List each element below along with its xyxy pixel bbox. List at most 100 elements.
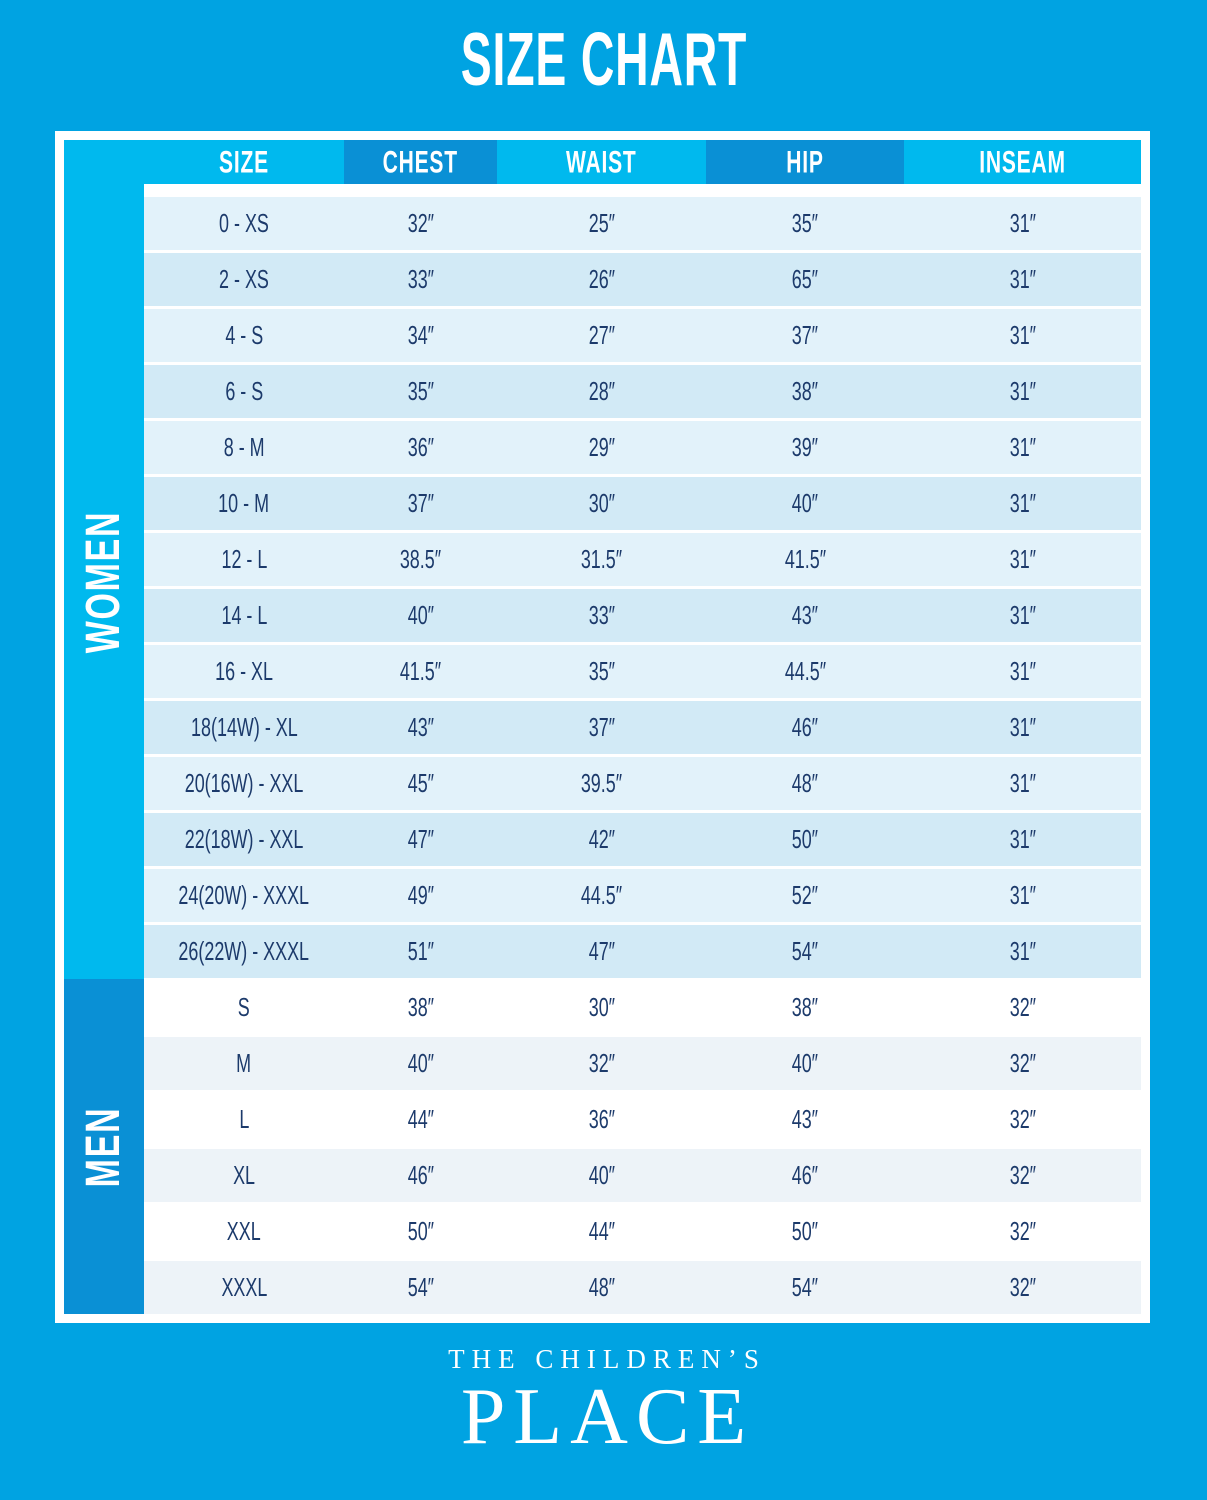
cell-text: 4 - S (225, 320, 263, 350)
cell-waist: 26″ (497, 253, 706, 306)
cell-text: 8 - M (223, 432, 265, 462)
cell-waist: 47″ (497, 925, 706, 978)
header-size-label: SIZE (219, 144, 269, 179)
table-row: 26(22W) - XXXL 51″ 47″ 54″ 31″ (144, 925, 1141, 978)
cell-size: 0 - XS (144, 197, 344, 250)
cell-text: 50″ (407, 1216, 434, 1246)
size-chart-inner: WOMEN MEN SIZE CHEST WAIST HIP INSEAM (64, 140, 1141, 1314)
cell-text: 49″ (407, 880, 434, 910)
table-row: 12 - L 38.5″ 31.5″ 41.5″ 31″ (144, 533, 1141, 586)
cell-text: 31″ (1009, 376, 1036, 406)
cell-text: 32″ (407, 208, 434, 238)
cell-text: 31″ (1009, 824, 1036, 854)
table-row: S 38″ 30″ 38″ 32″ (144, 981, 1141, 1034)
table-row: 14 - L 40″ 33″ 43″ 31″ (144, 589, 1141, 642)
cell-text: 25″ (588, 208, 615, 238)
cell-size: M (144, 1037, 344, 1090)
cell-text: 52″ (791, 880, 819, 910)
cell-text: 50″ (791, 1216, 819, 1246)
cell-text: 32″ (1009, 1216, 1036, 1246)
cell-text: 26(22W) - XXXL (178, 936, 310, 966)
cell-text: 12 - L (221, 544, 267, 574)
header-inseam: INSEAM (904, 140, 1141, 184)
table-header: SIZE CHEST WAIST HIP INSEAM (144, 140, 1141, 184)
cell-hip: 46″ (706, 1149, 904, 1202)
cell-waist: 28″ (497, 365, 706, 418)
cell-text: 28″ (588, 376, 615, 406)
cell-text: 30″ (588, 992, 615, 1022)
table-body: 0 - XS 32″ 25″ 35″ 31″ 2 - XS 33″ 26″ 65″ 31″ 4 - … (144, 197, 1141, 1314)
brand-name-main: PLACE (460, 1373, 755, 1461)
cell-waist: 48″ (497, 1261, 706, 1314)
cell-text: 37″ (588, 712, 615, 742)
cell-chest: 32″ (344, 197, 497, 250)
cell-text: 44″ (588, 1216, 615, 1246)
header-waist-label: WAIST (566, 144, 637, 179)
table-row: 2 - XS 33″ 26″ 65″ 31″ (144, 253, 1141, 306)
cell-text: 31″ (1009, 264, 1036, 294)
cell-waist: 31.5″ (497, 533, 706, 586)
table-row: XXXL 54″ 48″ 54″ 32″ (144, 1261, 1141, 1314)
section-label-women: WOMEN (77, 510, 130, 654)
cell-waist: 25″ (497, 197, 706, 250)
cell-text: 44.5″ (784, 656, 826, 686)
cell-text: 46″ (791, 712, 819, 742)
cell-chest: 35″ (344, 365, 497, 418)
cell-size: XXXL (144, 1261, 344, 1314)
cell-text: 39.5″ (580, 768, 623, 798)
cell-chest: 43″ (344, 701, 497, 754)
cell-hip: 35″ (706, 197, 904, 250)
cell-waist: 33″ (497, 589, 706, 642)
cell-text: 16 - XL (215, 656, 273, 686)
cell-text: 35″ (588, 656, 615, 686)
cell-waist: 37″ (497, 701, 706, 754)
cell-hip: 52″ (706, 869, 904, 922)
cell-text: 2 - XS (219, 264, 269, 294)
cell-chest: 44″ (344, 1093, 497, 1146)
cell-chest: 40″ (344, 589, 497, 642)
cell-text: 31″ (1009, 768, 1036, 798)
cell-text: 40″ (407, 600, 434, 630)
cell-inseam: 31″ (904, 701, 1141, 754)
cell-waist: 36″ (497, 1093, 706, 1146)
cell-text: 0 - XS (219, 208, 269, 238)
table-row: 0 - XS 32″ 25″ 35″ 31″ (144, 197, 1141, 250)
cell-text: 37″ (407, 488, 434, 518)
cell-text: 32″ (1009, 992, 1036, 1022)
cell-text: L (239, 1104, 249, 1134)
cell-text: 47″ (588, 936, 615, 966)
cell-text: 48″ (791, 768, 819, 798)
cell-text: 45″ (407, 768, 434, 798)
cell-text: 43″ (791, 600, 819, 630)
header-chest-label: CHEST (382, 144, 459, 179)
cell-text: 22(18W) - XXL (184, 824, 304, 854)
cell-text: 14 - L (221, 600, 267, 630)
cell-hip: 40″ (706, 477, 904, 530)
cell-text: 31.5″ (580, 544, 623, 574)
cell-chest: 37″ (344, 477, 497, 530)
cell-text: 35″ (407, 376, 434, 406)
cell-inseam: 31″ (904, 813, 1141, 866)
cell-hip: 50″ (706, 813, 904, 866)
cell-size: 8 - M (144, 421, 344, 474)
cell-text: 24(20W) - XXXL (178, 880, 310, 910)
cell-text: 33″ (407, 264, 434, 294)
cell-text: 32″ (1009, 1048, 1036, 1078)
cell-size: 12 - L (144, 533, 344, 586)
page-title: SIZE CHART (0, 17, 1207, 102)
cell-chest: 45″ (344, 757, 497, 810)
cell-size: 20(16W) - XXL (144, 757, 344, 810)
cell-inseam: 31″ (904, 477, 1141, 530)
cell-hip: 54″ (706, 1261, 904, 1314)
cell-chest: 50″ (344, 1205, 497, 1258)
cell-text: 41.5″ (399, 656, 442, 686)
cell-text: 31″ (1009, 432, 1036, 462)
cell-waist: 42″ (497, 813, 706, 866)
cell-text: 30″ (588, 488, 615, 518)
cell-text: S (238, 992, 250, 1022)
cell-text: 48″ (588, 1272, 615, 1302)
cell-waist: 27″ (497, 309, 706, 362)
table-row: XL 46″ 40″ 46″ 32″ (144, 1149, 1141, 1202)
cell-inseam: 31″ (904, 645, 1141, 698)
cell-inseam: 31″ (904, 869, 1141, 922)
